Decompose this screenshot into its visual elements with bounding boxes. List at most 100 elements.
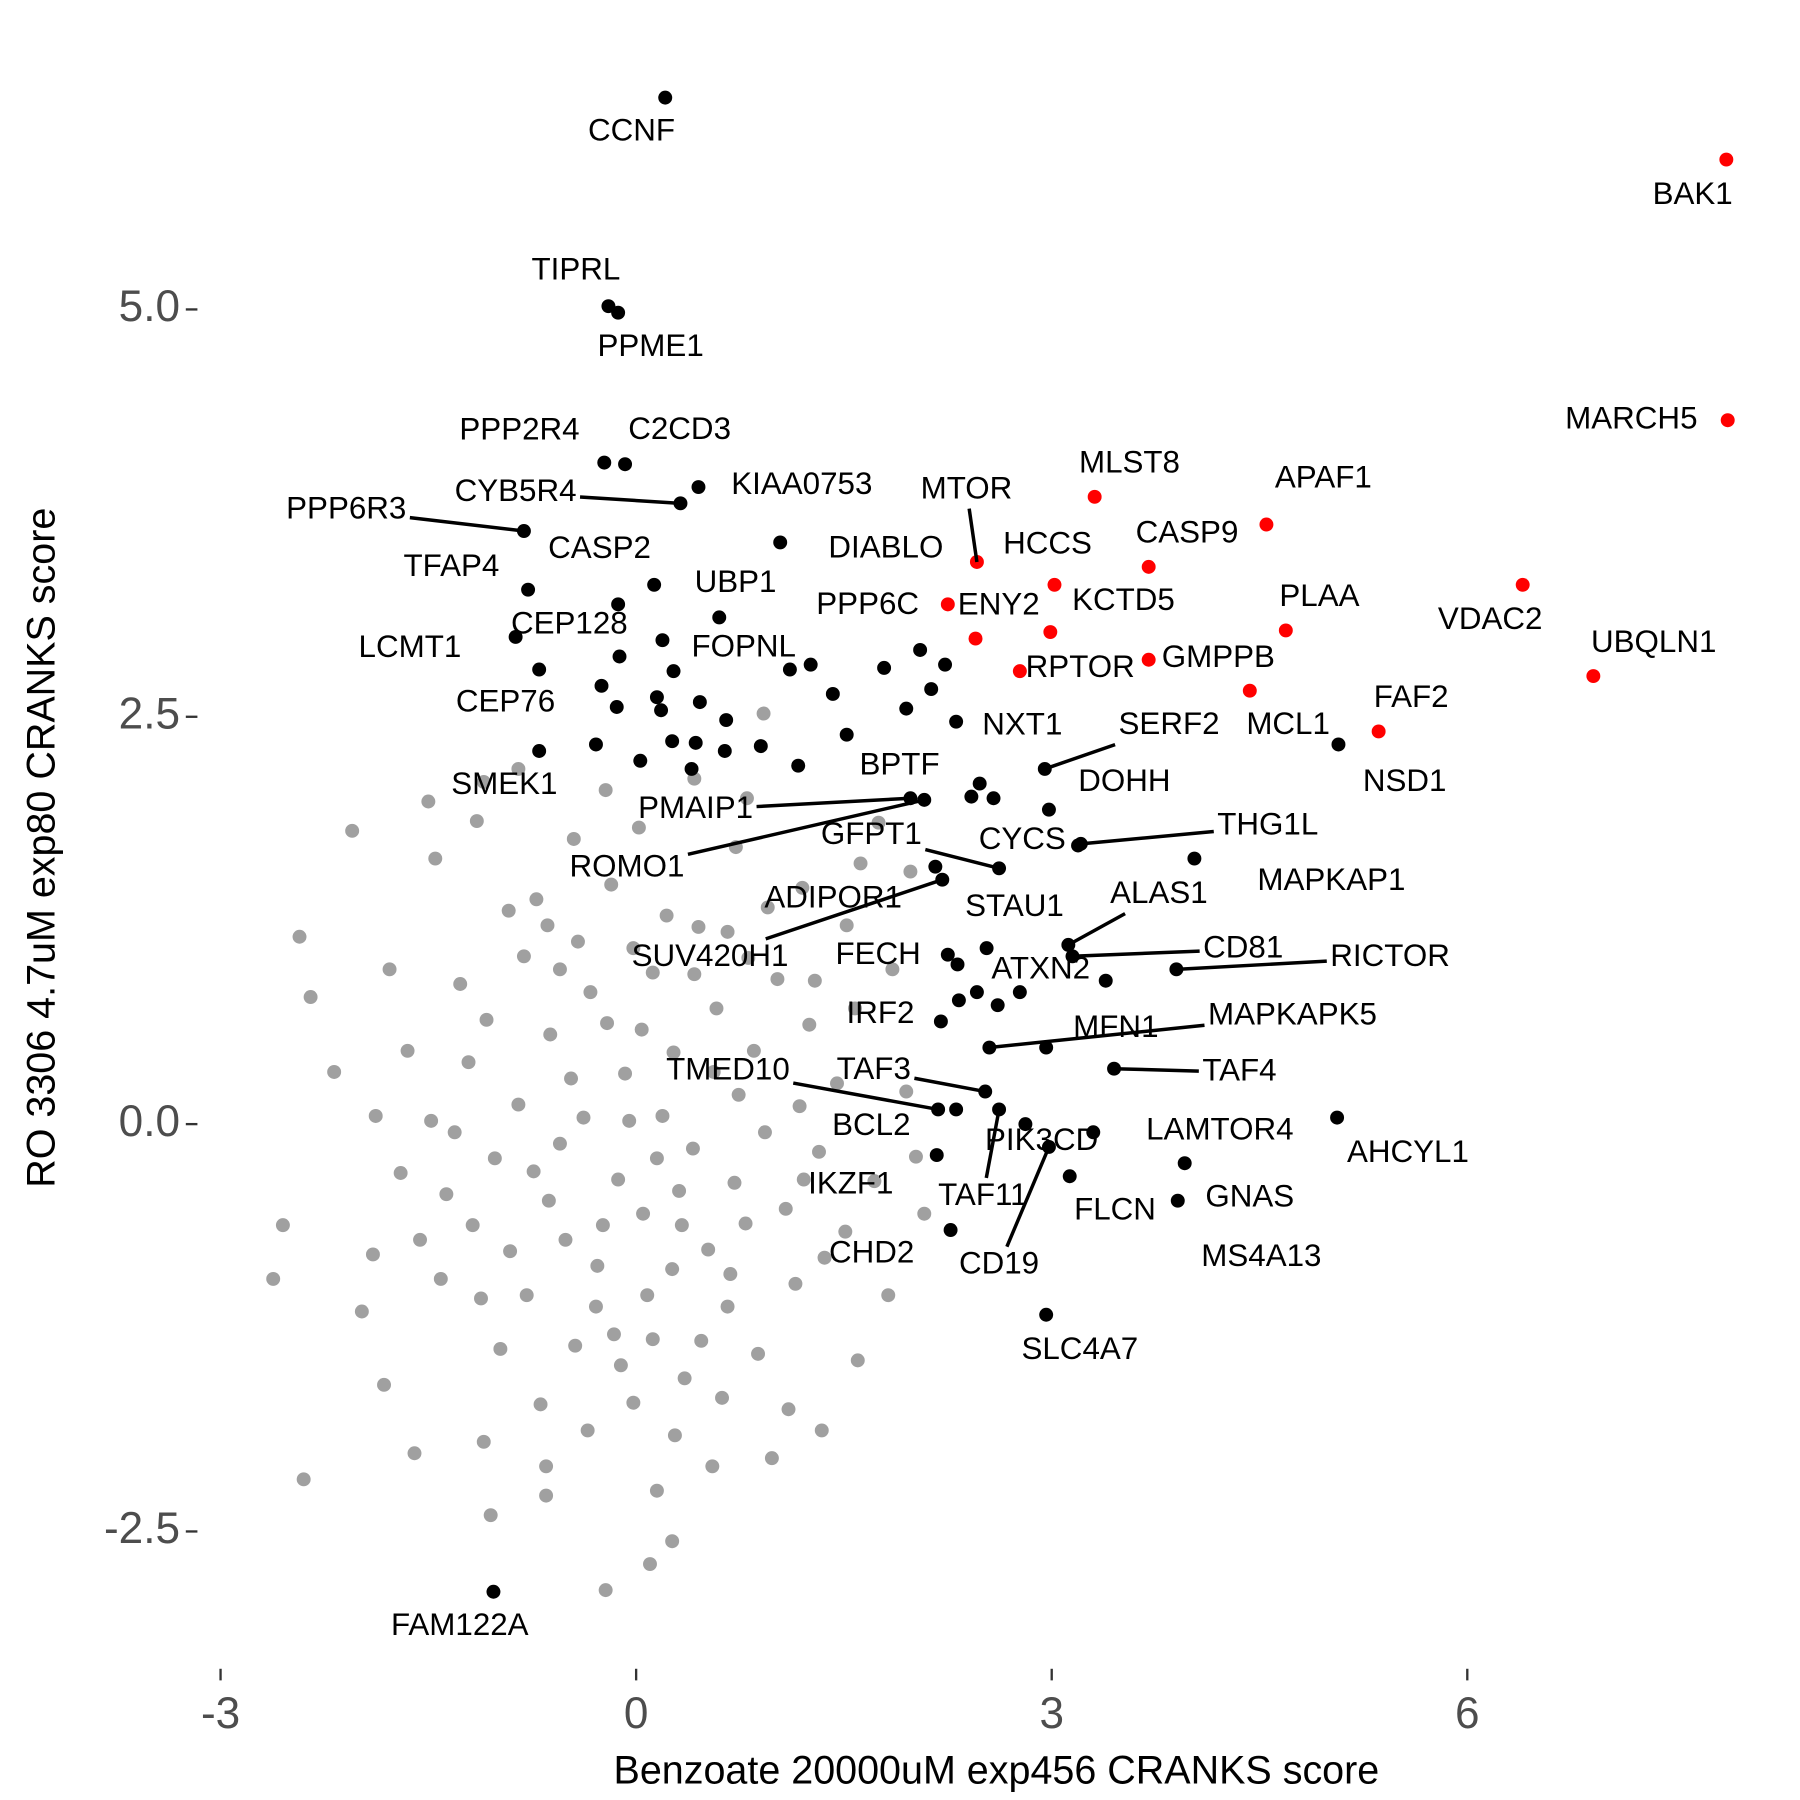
point [469, 814, 484, 829]
point [838, 1224, 853, 1239]
point [666, 664, 681, 679]
point [511, 761, 526, 776]
point [992, 1102, 1007, 1117]
point [929, 1148, 944, 1163]
point [933, 1014, 948, 1029]
point [723, 1267, 738, 1281]
point [576, 1110, 591, 1125]
point [778, 1201, 793, 1216]
point [1041, 1139, 1056, 1154]
point [741, 950, 756, 965]
point-label: PPP6C [816, 586, 919, 621]
point [1170, 1193, 1185, 1208]
point-label: IKZF1 [808, 1166, 893, 1201]
point-label: BPTF [859, 746, 939, 781]
point-label: SLC4A7 [1021, 1331, 1138, 1366]
point [633, 753, 648, 768]
point [461, 1055, 476, 1070]
point-label: CCNF [588, 113, 675, 148]
leader-line [924, 847, 1000, 870]
point [447, 1125, 462, 1140]
point [583, 985, 598, 1000]
point [275, 1218, 290, 1233]
point-label: ENY2 [958, 586, 1040, 621]
point [1331, 737, 1346, 752]
point [640, 1288, 655, 1303]
point-label: DOHH [1078, 763, 1170, 798]
point-label: CEP76 [456, 683, 555, 718]
point [1039, 1040, 1054, 1055]
point-label: RICTOR [1330, 938, 1450, 973]
point [292, 929, 307, 944]
point-label: DIABLO [828, 530, 943, 565]
point [611, 597, 626, 612]
point-label: FOPNL [691, 629, 796, 664]
point [659, 908, 674, 923]
point-label: GFPT1 [821, 816, 922, 851]
point [903, 864, 918, 879]
point [867, 1174, 882, 1189]
point-label: TMED10 [666, 1051, 790, 1086]
point-label: MCL1 [1246, 706, 1330, 741]
leader-line [1114, 1066, 1199, 1073]
point [541, 1193, 556, 1208]
point [645, 965, 660, 980]
point-label: AHCYL1 [1347, 1134, 1469, 1169]
point [1062, 1169, 1077, 1184]
point [720, 1299, 735, 1314]
point [807, 973, 822, 988]
leader-line [687, 798, 925, 857]
point [532, 662, 547, 677]
point [421, 794, 436, 809]
leader-line [984, 1109, 1001, 1179]
point-label: CEP128 [511, 606, 628, 641]
point-label: HCCS [1003, 526, 1092, 561]
point [978, 1084, 993, 1099]
point [969, 555, 984, 569]
point [782, 662, 797, 677]
point [327, 1065, 342, 1079]
point [1177, 1156, 1192, 1171]
point [931, 1102, 946, 1117]
point-label: PIK3CD [985, 1122, 1098, 1157]
point-label: LCMT1 [359, 629, 462, 664]
point [519, 1288, 534, 1303]
point [692, 695, 707, 710]
point-label: CD19 [959, 1246, 1039, 1281]
point [705, 1459, 720, 1474]
point [871, 815, 886, 830]
point [812, 1144, 826, 1159]
point [598, 783, 613, 798]
point-label: FAM122A [391, 1607, 529, 1642]
point [715, 1390, 729, 1405]
point-label: LAMTOR4 [1146, 1111, 1293, 1146]
point [795, 880, 810, 895]
point [1018, 1117, 1033, 1132]
point [533, 1397, 548, 1412]
point [913, 643, 928, 657]
point [760, 900, 775, 915]
point-label: SUV420H1 [632, 938, 789, 973]
point [1098, 973, 1113, 988]
point-label: GNAS [1205, 1178, 1294, 1213]
point [1330, 1110, 1345, 1125]
point [647, 577, 662, 592]
point [986, 791, 1001, 806]
point [951, 993, 966, 1008]
point [613, 1358, 628, 1373]
point [493, 1342, 508, 1356]
point-label: TFAP4 [404, 548, 500, 583]
point-label: CASP9 [1136, 515, 1239, 550]
point [1012, 664, 1027, 679]
point [950, 957, 965, 972]
point-label: PLAA [1279, 578, 1359, 613]
leader-line [1005, 1146, 1051, 1248]
point [764, 1451, 779, 1466]
point [717, 744, 732, 758]
point [968, 631, 983, 646]
point [521, 582, 536, 597]
point [853, 856, 868, 871]
leader-line [1080, 829, 1214, 846]
